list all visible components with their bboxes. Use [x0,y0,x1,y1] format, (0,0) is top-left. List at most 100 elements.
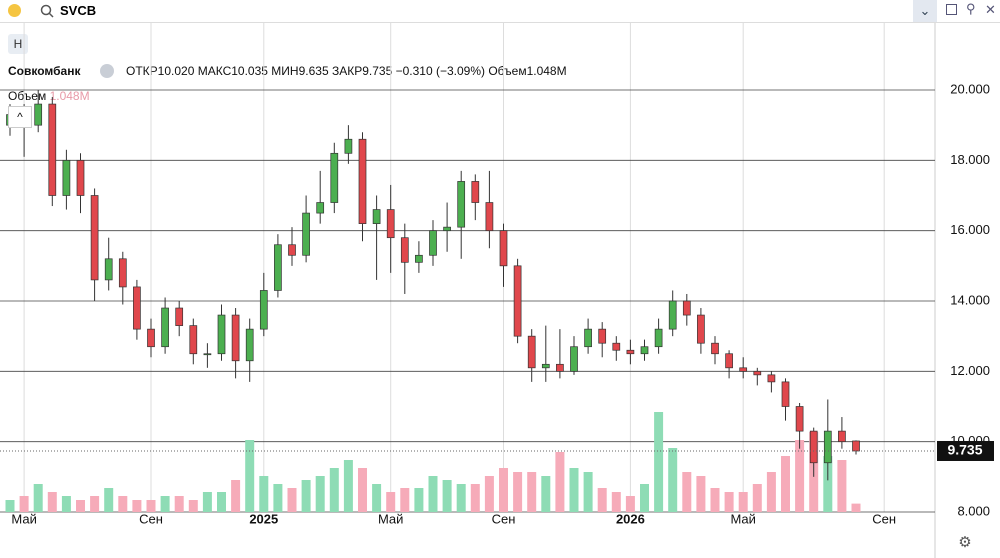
collapse-button[interactable]: ^ [8,106,32,128]
volume-bar [217,492,226,512]
y-tick-label: 14.000 [950,292,990,307]
close-button[interactable]: ✕ [985,2,996,17]
volume-bar [682,472,692,512]
volume-bar [61,496,71,512]
volume-bar [724,492,734,512]
ticker-name: Совкомбанк [8,64,81,78]
candle-body [457,181,466,228]
candle-body [302,212,310,256]
volume-bar [414,488,424,512]
legend-change: −0.310 (−3.09%) [395,64,485,78]
volume-bar [273,484,283,512]
volume-row: Объем 1.048M [8,89,90,103]
candle-body [288,244,296,256]
volume-bar [132,500,142,512]
search-icon[interactable] [40,4,54,18]
volume-bar [851,503,861,512]
volume-bar [583,472,593,512]
candle-body [739,367,748,372]
dropdown[interactable]: ⌄ [913,0,937,22]
volume-bar [315,476,325,512]
candle-body [429,230,437,256]
candle-body [400,237,409,263]
candle-body [570,346,578,372]
legend-value: 9.635 [298,64,329,78]
search-text[interactable]: SVCB [60,3,97,18]
candle-body [823,430,832,464]
volume-value: 1.048M [49,89,90,103]
candle-body [443,226,451,232]
candle-body [104,258,113,281]
volume-bar [188,500,198,512]
candle-body [541,363,550,369]
candle-body [133,286,141,330]
ohlc-legend: ОТКР10.020 МАКС10.035 МИН9.635 ЗАКР9.735… [126,64,567,78]
y-tick-label: 18.000 [950,152,990,167]
candle-body [668,300,677,330]
legend-label: Объем [488,64,527,78]
candle-body [274,244,282,291]
legend-label: ОТКР [126,64,158,78]
volume-bar [484,476,494,512]
legend-value: 10.035 [231,64,268,78]
volume-bar [752,484,762,512]
volume-bar [668,448,678,512]
status-dot [8,4,21,17]
candle-body [259,290,268,330]
volume-bar [513,472,523,512]
volume-bar [499,468,508,512]
legend-value: 1.048M [526,64,567,78]
candle-body [330,152,339,203]
candle-body [626,349,635,355]
volume-bar [569,468,579,512]
pin-button[interactable]: ⚲ [966,1,976,16]
volume-bar [696,476,706,512]
volume-bar [343,460,353,512]
y-tick-label: 12.000 [950,363,990,378]
volume-bar [625,496,635,512]
volume-bar [358,468,367,512]
volume-bar [710,488,720,512]
candle-body [161,307,169,348]
x-tick-label: Май [11,511,36,526]
volume-bar [611,492,621,512]
badge[interactable]: Н [8,34,28,54]
candle-body [245,328,254,362]
legend-value: 9.735 [362,64,393,78]
candle-body [711,342,719,355]
candle-body [753,370,762,376]
volume-bar [146,500,156,512]
candle-body [48,103,57,196]
y-tick-label: 16.000 [950,222,990,237]
toggle[interactable] [100,64,114,78]
legend-label: МИН [271,64,299,78]
volume-bar [259,476,269,512]
volume-bar [386,492,396,512]
volume-bar [287,488,297,512]
candle-body [34,103,43,126]
volume-bar [301,480,311,512]
volume-bar [781,456,790,512]
volume-bar [118,496,128,512]
x-tick-label: Май [378,511,403,526]
legend-label: МАКС [197,64,232,78]
volume-bar [837,460,847,512]
candle-body [527,335,536,369]
window-button[interactable] [946,4,957,15]
candle-body [471,181,480,203]
candle-body [189,325,198,355]
x-tick-label: Сен [139,511,163,526]
volume-bar [76,500,85,512]
candle-body [217,314,226,355]
settings-icon[interactable]: ⚙ [958,534,971,551]
volume-label: Объем [8,89,47,103]
last-price-label: 9.735 [947,442,982,458]
candle-body [76,159,85,196]
candle-body [767,374,776,383]
legend-value: 10.020 [157,64,195,78]
candle-body [203,353,212,356]
legend-label: ЗАКР [331,64,363,78]
candle-body [513,265,522,337]
chart: ⚙ Май Сен 2025 Май Сен 2026 Май Сен8.00010.0001… [0,23,994,558]
